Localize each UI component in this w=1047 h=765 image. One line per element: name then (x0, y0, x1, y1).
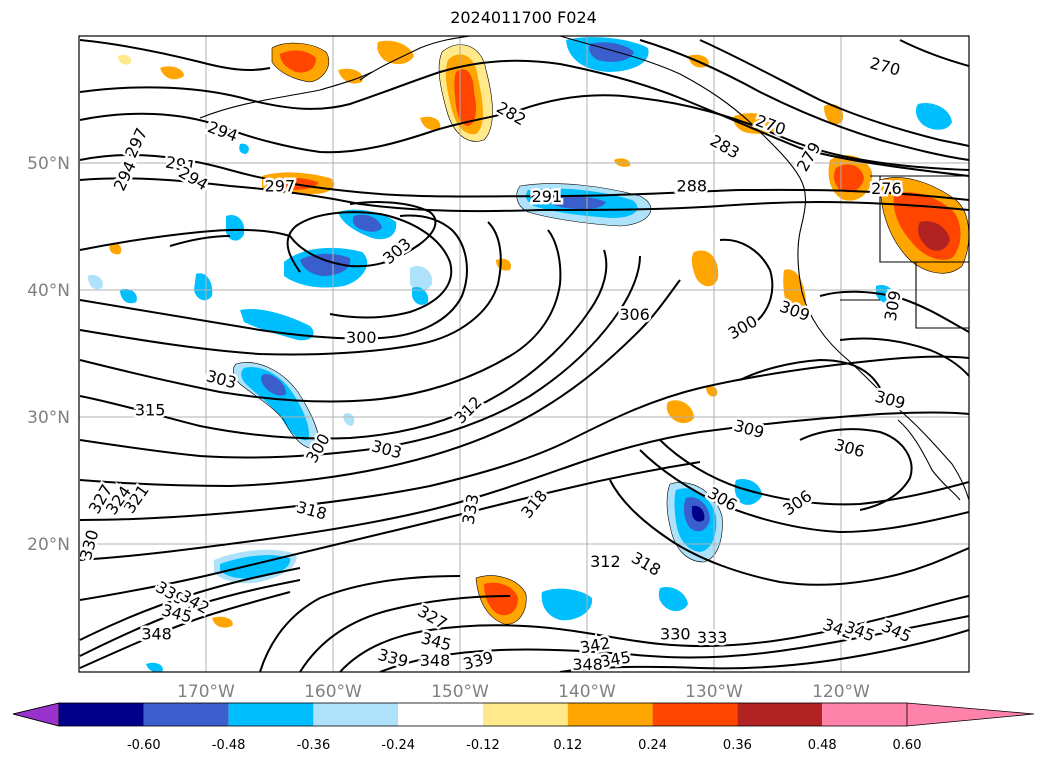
lon-label-170w: 170°W (177, 682, 235, 702)
contour-label-halo: 348 (572, 655, 603, 674)
lat-label-20n: 20°N (27, 535, 70, 555)
colorbar-tick-label: 0.48 (808, 738, 837, 753)
contour-label-halo: 333 (697, 628, 728, 647)
lat-label-50n: 50°N (27, 154, 70, 174)
colorbar-bin-4 (313, 703, 399, 726)
contour-label-halo: 348 (141, 624, 172, 643)
height-contours (79, 39, 969, 672)
contour-label-halo: 276 (871, 179, 902, 198)
contour-label: 300 (346, 328, 377, 347)
contour-label: 330 (76, 528, 102, 562)
lon-label-120w: 120°W (812, 682, 870, 702)
colorbar-tick-label: 0.24 (638, 738, 667, 753)
contour-label-halo: 330 (660, 624, 691, 643)
map-frame (78, 35, 970, 673)
lat-label-30n: 30°N (27, 408, 70, 428)
colorbar-tick-label: 0.12 (553, 738, 582, 753)
lon-label-160w: 160°W (304, 682, 362, 702)
lon-label-130w: 130°W (685, 682, 743, 702)
colorbar-bin-5 (398, 703, 483, 726)
lon-label-140w: 140°W (558, 682, 616, 702)
colorbar-bin-1 (59, 703, 144, 726)
colorbar-tick-labels: -0.60 -0.48 -0.36 -0.24 -0.12 0.12 0.24 … (127, 738, 921, 753)
colorbar-bin-6 (483, 703, 568, 726)
contour-label: 348 (420, 651, 451, 670)
contour-label-halo: 348 (420, 651, 451, 670)
colorbar-bin-9 (737, 703, 823, 726)
contour-label: 312 (590, 552, 621, 571)
contour-label: 291 (532, 187, 563, 206)
contour-label-halo: 291 (532, 187, 563, 206)
longitude-labels: 170°W 160°W 150°W 140°W 130°W 120°W (177, 682, 870, 702)
colorbar-tick-label: -0.36 (297, 738, 331, 753)
contour-label: 333 (697, 628, 728, 647)
lon-label-150w: 150°W (431, 682, 489, 702)
contour-label: 306 (619, 305, 650, 324)
contour-label: 276 (871, 179, 902, 198)
lat-label-40n: 40°N (27, 281, 70, 301)
contour-label: 297 (265, 177, 296, 196)
contour-label-halo: 315 (135, 401, 166, 420)
contour-label: 330 (660, 624, 691, 643)
contour-label-halo: 288 (677, 177, 708, 196)
colorbar-tick-label: -0.48 (212, 738, 246, 753)
shading-outlines (233, 42, 969, 625)
colorbar-tick-label: -0.24 (381, 738, 415, 753)
contour-label: 315 (135, 401, 166, 420)
contour-label-halo: 312 (590, 552, 621, 571)
colorbar-tick-label: -0.60 (127, 738, 161, 753)
map-title: 2024011700 F024 (450, 8, 597, 27)
latitude-labels: 50°N 40°N 30°N 20°N (27, 154, 70, 555)
contour-label-halo: 306 (619, 305, 650, 324)
contour-label-halo: 300 (346, 328, 377, 347)
contour-label: 348 (141, 624, 172, 643)
colorbar-right-extension (907, 703, 1034, 726)
colorbar-bin-8 (652, 703, 738, 726)
colorbar-bin-10 (822, 703, 907, 726)
colorbar-bin-7 (567, 703, 653, 726)
colorbar: -0.60 -0.48 -0.36 -0.24 -0.12 0.12 0.24 … (12, 702, 1035, 753)
colorbar-tick-label: 0.36 (723, 738, 752, 753)
colorbar-tick-label: 0.60 (893, 738, 922, 753)
colorbar-bin-2 (143, 703, 229, 726)
contour-label: 348 (572, 655, 603, 674)
map-content: 2702702702702762762792792822822832832882… (76, 36, 969, 674)
colorbar-left-extension (12, 702, 60, 727)
colorbar-tick-label: -0.12 (466, 738, 500, 753)
coastlines (199, 36, 969, 501)
contour-label-halo: 297 (265, 177, 296, 196)
colorbar-frame (58, 702, 908, 727)
contour-label: 288 (677, 177, 708, 196)
colorbar-bin-3 (228, 703, 314, 726)
